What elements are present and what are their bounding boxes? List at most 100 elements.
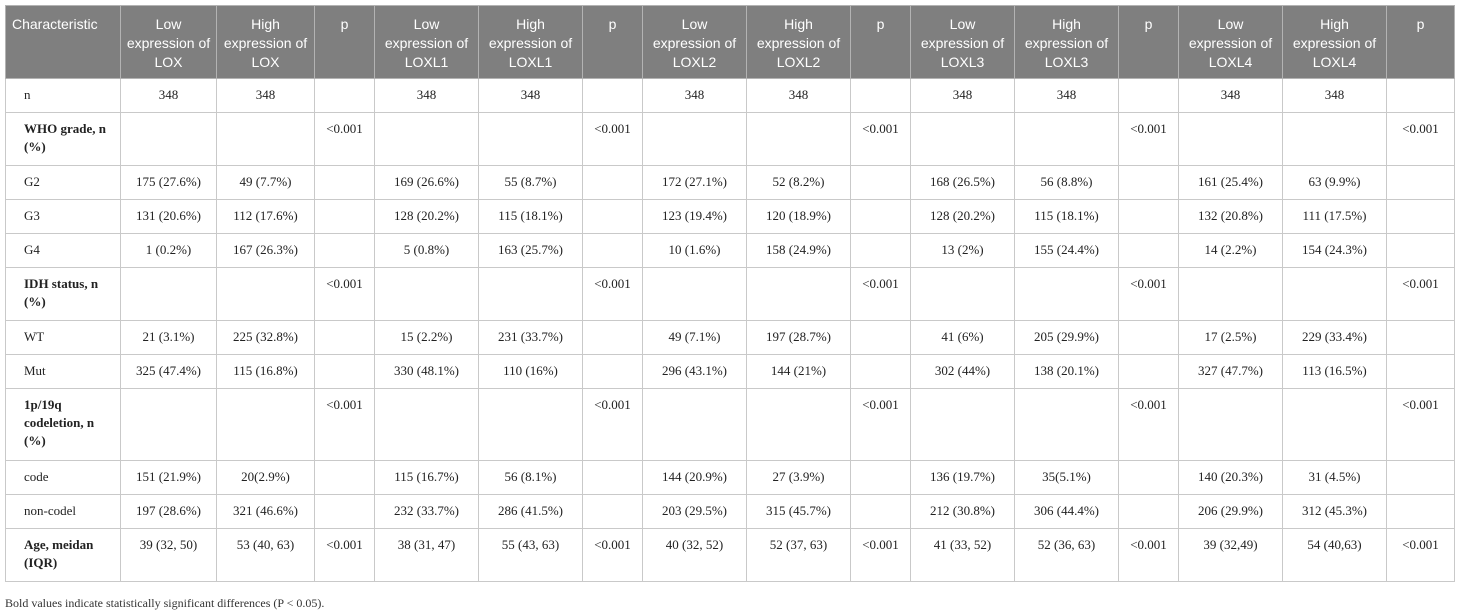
- table-cell: 302 (44%): [910, 354, 1015, 389]
- table-cell: 229 (33.4%): [1282, 320, 1387, 355]
- table-cell: [850, 460, 911, 495]
- header-row: Characteristic Low expression of LOX High …: [5, 5, 1455, 79]
- table-row: 1p/19q codeletion, n (%) <0.001 <0.001 <0.0…: [5, 388, 1455, 461]
- table-cell: 40 (32, 52): [642, 528, 747, 582]
- table-cell: [1178, 267, 1283, 321]
- table-cell: 39 (32,49): [1178, 528, 1283, 582]
- table-cell: 41 (6%): [910, 320, 1015, 355]
- table-cell: [1386, 354, 1455, 389]
- table-cell: 206 (29.9%): [1178, 494, 1283, 529]
- table-cell: [1386, 78, 1455, 113]
- table-cell: 35(5.1%): [1014, 460, 1119, 495]
- table-cell: <0.001: [314, 528, 375, 582]
- table-cell: 231 (33.7%): [478, 320, 583, 355]
- table-cell: [478, 112, 583, 166]
- table-cell: 154 (24.3%): [1282, 233, 1387, 268]
- table-cell: 49 (7.7%): [216, 165, 315, 200]
- column-header-group: High expression of LOX: [216, 5, 315, 79]
- table-row: IDH status, n (%) <0.001 <0.001 <0.001 <0.00…: [5, 267, 1455, 321]
- table-cell: [478, 267, 583, 321]
- table-cell: [582, 78, 643, 113]
- table-cell: 52 (36, 63): [1014, 528, 1119, 582]
- table-cell: [1118, 78, 1179, 113]
- table-cell: [314, 354, 375, 389]
- table-wrapper: Characteristic Low expression of LOX High …: [5, 5, 1455, 582]
- table-cell: <0.001: [850, 112, 911, 166]
- table-row: non-codel 197 (28.6%) 321 (46.6%) 232 (33.7…: [5, 494, 1455, 529]
- row-label: WHO grade, n (%): [5, 112, 121, 166]
- table-cell: [910, 388, 1015, 461]
- table-cell: 348: [910, 78, 1015, 113]
- table-cell: [120, 388, 217, 461]
- column-header-characteristic: Characteristic: [5, 5, 121, 79]
- table-cell: 163 (25.7%): [478, 233, 583, 268]
- table-cell: 54 (40,63): [1282, 528, 1387, 582]
- table-cell: [120, 112, 217, 166]
- table-row: code 151 (21.9%) 20(2.9%) 115 (16.7%) 56 (8.…: [5, 460, 1455, 495]
- table-cell: [642, 267, 747, 321]
- table-cell: 39 (32, 50): [120, 528, 217, 582]
- table-cell: 136 (19.7%): [910, 460, 1015, 495]
- table-cell: 325 (47.4%): [120, 354, 217, 389]
- table-cell: <0.001: [1118, 528, 1179, 582]
- table-cell: [314, 494, 375, 529]
- table-cell: [1282, 267, 1387, 321]
- table-cell: <0.001: [1386, 112, 1455, 166]
- table-cell: 348: [478, 78, 583, 113]
- table-cell: 197 (28.7%): [746, 320, 851, 355]
- table-cell: [314, 460, 375, 495]
- table-cell: [1014, 267, 1119, 321]
- row-label: Age, meidan (IQR): [5, 528, 121, 582]
- table-cell: 168 (26.5%): [910, 165, 1015, 200]
- table-cell: <0.001: [582, 267, 643, 321]
- table-row: WHO grade, n (%) <0.001 <0.001 <0.001 <0.001…: [5, 112, 1455, 166]
- table-cell: 56 (8.1%): [478, 460, 583, 495]
- column-header-group: High expression of LOXL4: [1282, 5, 1387, 79]
- table-cell: [1014, 112, 1119, 166]
- table-cell: 161 (25.4%): [1178, 165, 1283, 200]
- row-label: G4: [5, 233, 121, 268]
- table-cell: [314, 78, 375, 113]
- table-cell: 286 (41.5%): [478, 494, 583, 529]
- row-label: n: [5, 78, 121, 113]
- table-cell: 348: [216, 78, 315, 113]
- table-cell: 348: [120, 78, 217, 113]
- table-cell: [910, 112, 1015, 166]
- table-cell: [478, 388, 583, 461]
- column-header-group: Low expression of LOXL2: [642, 5, 747, 79]
- table-cell: 315 (45.7%): [746, 494, 851, 529]
- table-cell: [1178, 388, 1283, 461]
- table-cell: [1386, 165, 1455, 200]
- column-header-group: Low expression of LOXL4: [1178, 5, 1283, 79]
- table-cell: [314, 320, 375, 355]
- table-row: n 348 348 348 348 348 348 348 348 348 348: [5, 78, 1455, 113]
- table-cell: 111 (17.5%): [1282, 199, 1387, 234]
- table-cell: 123 (19.4%): [642, 199, 747, 234]
- table-cell: [1386, 199, 1455, 234]
- table-cell: [850, 233, 911, 268]
- table-cell: [582, 199, 643, 234]
- table-cell: <0.001: [1386, 267, 1455, 321]
- table-cell: 232 (33.7%): [374, 494, 479, 529]
- row-label: 1p/19q codeletion, n (%): [5, 388, 121, 461]
- table-cell: [850, 199, 911, 234]
- table-cell: <0.001: [582, 112, 643, 166]
- table-cell: [1118, 354, 1179, 389]
- table-cell: 155 (24.4%): [1014, 233, 1119, 268]
- table-cell: 115 (18.1%): [1014, 199, 1119, 234]
- table-cell: 330 (48.1%): [374, 354, 479, 389]
- table-cell: <0.001: [314, 267, 375, 321]
- table-cell: 197 (28.6%): [120, 494, 217, 529]
- table-cell: 169 (26.6%): [374, 165, 479, 200]
- table-cell: <0.001: [1118, 388, 1179, 461]
- table-cell: 151 (21.9%): [120, 460, 217, 495]
- table-cell: [216, 267, 315, 321]
- table-cell: 15 (2.2%): [374, 320, 479, 355]
- table-cell: [582, 460, 643, 495]
- table-cell: [120, 267, 217, 321]
- column-header-p: p: [314, 5, 375, 79]
- table-cell: 55 (8.7%): [478, 165, 583, 200]
- table-cell: <0.001: [850, 267, 911, 321]
- table-cell: 115 (16.7%): [374, 460, 479, 495]
- column-header-p: p: [582, 5, 643, 79]
